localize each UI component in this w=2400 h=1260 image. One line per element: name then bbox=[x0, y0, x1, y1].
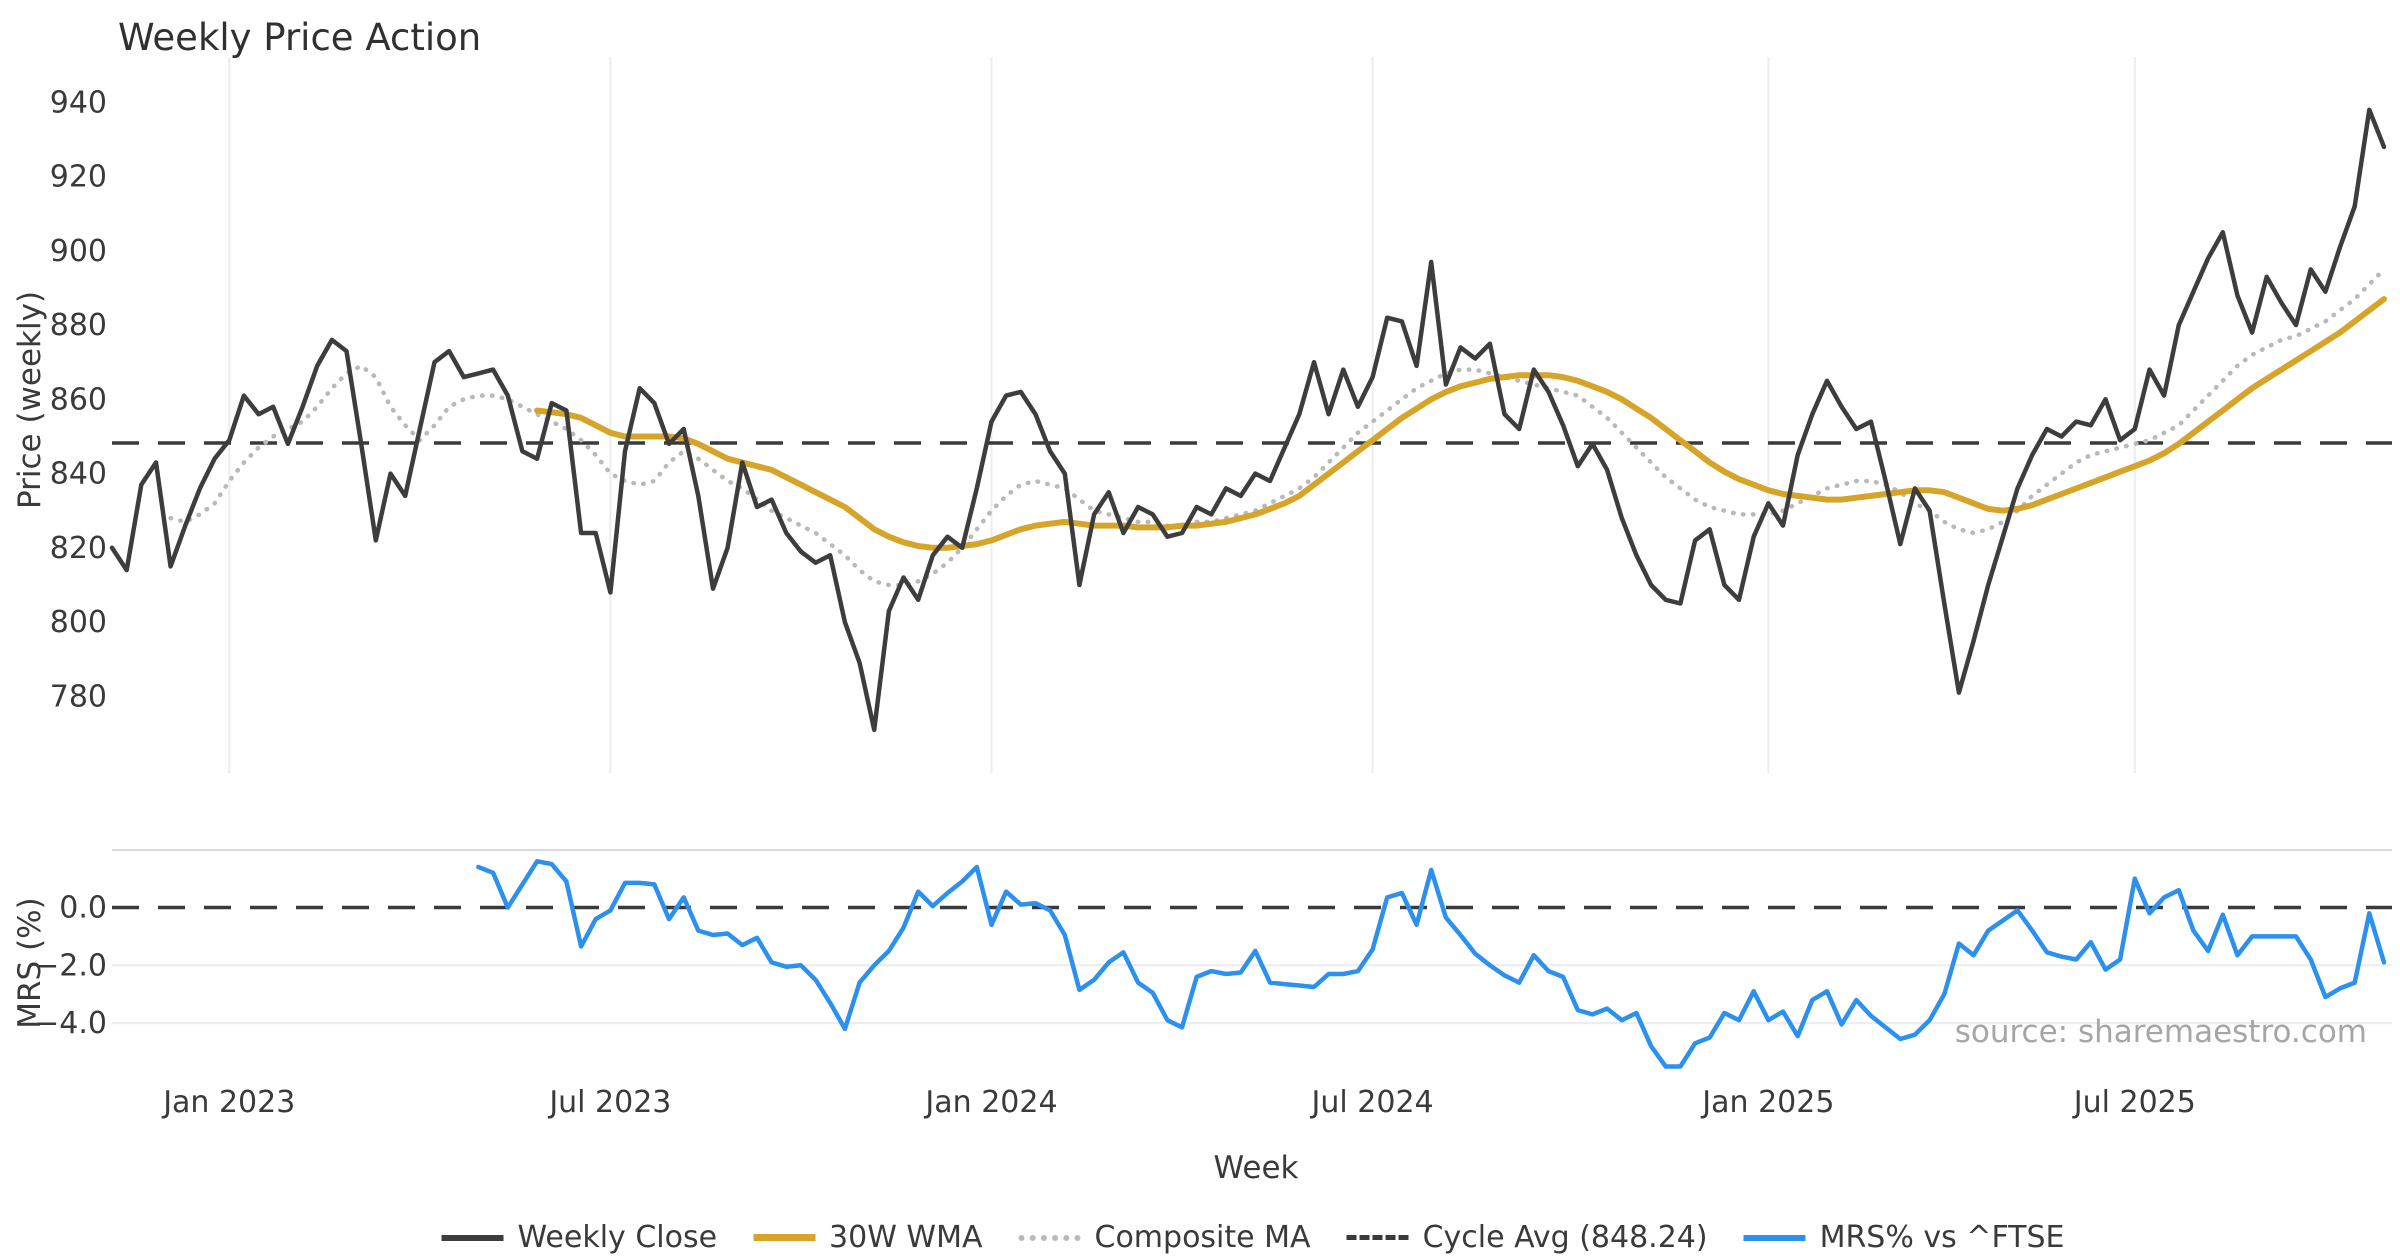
legend-swatch bbox=[753, 1234, 816, 1241]
x-tick-label: Jul 2025 bbox=[2072, 1085, 2196, 1120]
legend-item-cycle-avg-848-24-: Cycle Avg (848.24) bbox=[1346, 1220, 1708, 1255]
price-tick-label: 780 bbox=[50, 679, 107, 714]
x-tick-label: Jan 2024 bbox=[923, 1085, 1057, 1120]
legend-item-weekly-close: Weekly Close bbox=[441, 1220, 718, 1255]
mrs-tick-label: −2.0 bbox=[34, 948, 107, 983]
mrs-line bbox=[476, 859, 2387, 1069]
source-attribution: source: sharemaestro.com bbox=[1954, 1014, 2367, 1050]
composite-ma-line bbox=[168, 267, 2387, 588]
price-axis-label: Price (weekly) bbox=[12, 290, 48, 510]
mrs-axis-label: MRS (%) bbox=[12, 897, 48, 1029]
price-tick-label: 880 bbox=[50, 308, 107, 343]
legend-item-label: Composite MA bbox=[1094, 1220, 1311, 1255]
price-tick-label: 820 bbox=[50, 531, 107, 566]
mrs-tick-label: 0.0 bbox=[59, 891, 107, 926]
price-tick-label: 840 bbox=[50, 457, 107, 492]
legend-swatch bbox=[1018, 1234, 1081, 1241]
legend-item-label: Weekly Close bbox=[517, 1220, 718, 1255]
legend-swatch bbox=[441, 1234, 504, 1241]
price-tick-label: 940 bbox=[50, 85, 107, 120]
legend-swatch bbox=[1346, 1235, 1409, 1240]
price-tick-label: 900 bbox=[50, 234, 107, 269]
legend-item-label: MRS% vs ^FTSE bbox=[1819, 1220, 2065, 1255]
weekly-close-line bbox=[109, 107, 2387, 733]
x-tick-label: Jul 2024 bbox=[1310, 1085, 1434, 1120]
legend-swatch bbox=[1743, 1234, 1806, 1241]
legend-item-composite-ma: Composite MA bbox=[1018, 1220, 1311, 1255]
price-tick-label: 860 bbox=[50, 382, 107, 417]
price-tick-label: 800 bbox=[50, 605, 107, 640]
legend-item-label: Cycle Avg (848.24) bbox=[1422, 1220, 1708, 1255]
price-tick-label: 920 bbox=[50, 160, 107, 195]
x-axis-label: Week bbox=[1213, 1150, 1299, 1186]
page-title: Weekly Price Action bbox=[118, 16, 482, 59]
x-tick-label: Jan 2023 bbox=[161, 1085, 295, 1120]
x-tick-label: Jan 2025 bbox=[1700, 1085, 1834, 1120]
30w-wma-line bbox=[534, 296, 2387, 551]
chart-legend: Weekly Close 30W WMA Composite MA Cycle Avg… bbox=[441, 1220, 2065, 1255]
x-tick-label: Jul 2023 bbox=[547, 1085, 671, 1120]
mrs-tick-label: −4.0 bbox=[34, 1006, 107, 1041]
legend-item-label: 30W WMA bbox=[829, 1220, 983, 1255]
legend-item-mrs-vs-ftse: MRS% vs ^FTSE bbox=[1743, 1220, 2065, 1255]
legend-item-30w-wma: 30W WMA bbox=[753, 1220, 983, 1255]
